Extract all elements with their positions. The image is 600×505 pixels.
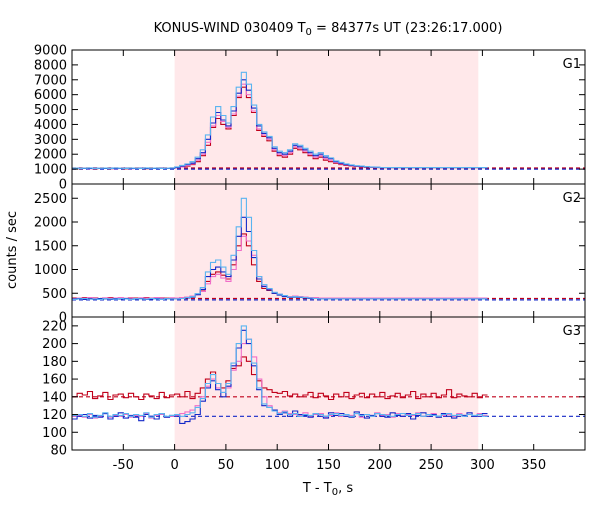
y-tick-label: 120	[42, 408, 67, 423]
y-tick-label: 1000	[34, 263, 67, 278]
y-tick-label: 0	[59, 311, 67, 326]
y-tick-label: 7000	[34, 73, 67, 88]
x-tick-label: 300	[470, 458, 495, 473]
x-axis-title: T - T0, s	[302, 481, 353, 498]
y-tick-label: 500	[42, 287, 67, 302]
y-tick-label: 5000	[34, 103, 67, 118]
y-tick-label: 80	[50, 444, 67, 459]
shaded-interval	[174, 317, 479, 450]
x-tick-label: 200	[367, 458, 392, 473]
y-tick-label: 6000	[34, 88, 67, 103]
panel-label-G1: G1	[563, 57, 581, 72]
series-light_blue-G3	[72, 325, 488, 418]
panel-label-G2: G2	[563, 191, 581, 206]
shaded-interval	[174, 50, 479, 184]
x-tick-label: 150	[316, 458, 341, 473]
y-axis-title: counts / sec	[5, 211, 20, 289]
chart-title: KONUS-WIND 030409 T0 = 84377s UT (23:26:…	[154, 21, 503, 38]
series-pink-G3	[72, 338, 488, 419]
y-tick-label: 9000	[34, 44, 67, 59]
y-tick-label: 200	[42, 337, 67, 352]
series-light_blue-G2	[72, 197, 488, 300]
x-tick-label: 0	[170, 458, 178, 473]
y-tick-label: 160	[42, 373, 67, 388]
series-dark_red-G3	[72, 356, 488, 401]
y-tick-label: 1000	[34, 163, 67, 178]
x-tick-label: -50	[113, 458, 134, 473]
y-tick-label: 180	[42, 355, 67, 370]
y-tick-label: 220	[42, 319, 67, 334]
shaded-interval	[174, 184, 479, 317]
y-tick-label: 0	[59, 178, 67, 193]
y-tick-label: 2500	[34, 192, 67, 207]
series-light_blue-G1	[72, 71, 488, 169]
y-tick-label: 1500	[34, 239, 67, 254]
series-dark_blue-G3	[72, 329, 488, 424]
y-tick-label: 2000	[34, 216, 67, 231]
y-tick-label: 100	[42, 426, 67, 441]
x-tick-label: 100	[265, 458, 290, 473]
x-tick-label: 50	[218, 458, 235, 473]
panel-label-G3: G3	[563, 324, 581, 339]
y-tick-label: 140	[42, 390, 67, 405]
x-tick-label: 350	[521, 458, 546, 473]
y-tick-label: 8000	[34, 58, 67, 73]
y-tick-label: 3000	[34, 133, 67, 148]
y-tick-label: 2000	[34, 148, 67, 163]
x-tick-label: 250	[419, 458, 444, 473]
y-tick-label: 4000	[34, 118, 67, 133]
